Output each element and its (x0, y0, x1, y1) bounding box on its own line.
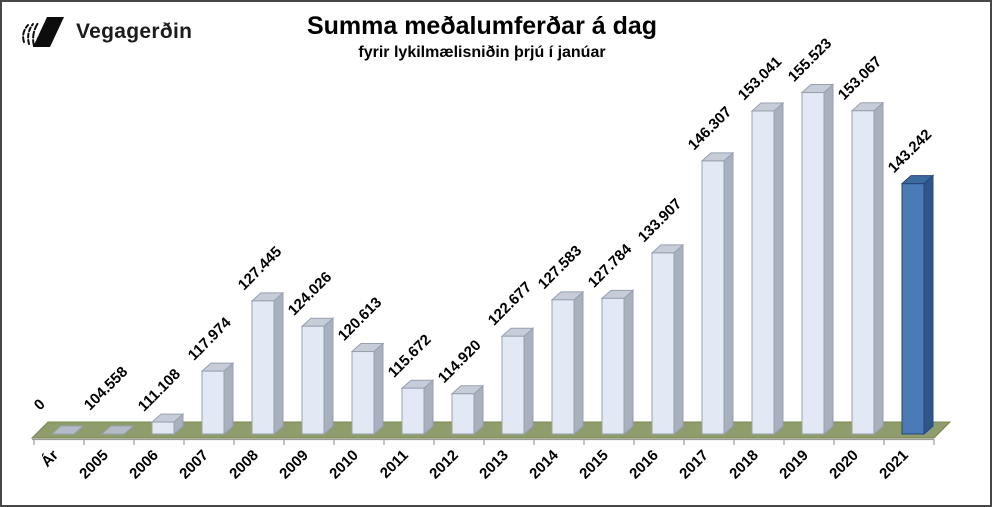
bar-side-2020 (873, 101, 884, 436)
bar-2007 (201, 370, 225, 435)
x-axis-label-2021: 2021 (876, 447, 912, 483)
vegagerdin-logo-text: Vegagerðin (76, 20, 193, 43)
x-axis-label-2020: 2020 (826, 447, 862, 483)
bar-2016 (651, 252, 675, 435)
bar-2018 (751, 110, 775, 435)
x-axis-label-2011: 2011 (377, 447, 412, 482)
bar-2006 (151, 421, 175, 435)
chart-subtitle: fyrir lykilmælisniðin þrjú í janúar (358, 43, 606, 61)
bar-value-label-2020: 153.067 (835, 53, 885, 103)
bar-side-2015 (623, 289, 634, 436)
x-axis-label-2013: 2013 (476, 447, 512, 483)
bar-flat-2005 (100, 425, 135, 435)
bar-value-label-2005: 104.558 (81, 363, 131, 413)
vegagerdin-logo-icon (22, 17, 64, 47)
x-axis-label-2018: 2018 (726, 447, 762, 483)
x-axis-label-2006: 2006 (126, 447, 162, 483)
bar-value-label-2015: 127.784 (585, 240, 636, 291)
bar-2014 (551, 299, 575, 435)
x-axis-label-2015: 2015 (576, 447, 612, 483)
bar-side-2011 (423, 379, 434, 436)
bar-side-2009 (323, 317, 334, 436)
bar-2011 (401, 387, 425, 435)
bar-2008 (251, 300, 275, 435)
bar-side-2010 (373, 342, 384, 436)
bar-side-2018 (773, 101, 784, 436)
bar-side-2021 (923, 174, 934, 436)
bar-value-label-2012: 114.920 (435, 337, 485, 387)
bar-value-label-2006: 111.108 (135, 366, 184, 415)
bar-flat-Ár (50, 425, 85, 435)
bar-side-2017 (723, 151, 734, 436)
x-axis-label-2007: 2007 (176, 447, 212, 483)
x-axis-label-2017: 2017 (676, 447, 712, 483)
x-axis-label-2019: 2019 (776, 447, 812, 483)
bar-value-label-2013: 122.677 (485, 279, 535, 329)
x-axis-label-2016: 2016 (626, 447, 662, 483)
bar-2010 (351, 351, 375, 435)
bar-value-label-2021: 143.242 (885, 126, 935, 176)
bar-value-label-2016: 133.907 (635, 195, 685, 245)
bar-2020 (851, 110, 875, 435)
bar-2012 (451, 393, 475, 435)
bar-value-label-Ár: 0 (31, 396, 49, 414)
bar-2021 (901, 183, 925, 435)
x-axis-label-2005: 2005 (76, 447, 112, 483)
chart-header: Summa meðalumferðar á dag fyrir lykilmæl… (132, 12, 832, 62)
bar-value-label-2010: 120.613 (335, 294, 385, 344)
bar-2013 (501, 335, 525, 435)
bar-value-label-2009: 124.026 (285, 269, 335, 319)
bar-value-label-2017: 146.307 (685, 103, 735, 153)
bar-value-label-2014: 127.583 (535, 242, 585, 292)
x-axis-label-2012: 2012 (426, 447, 462, 483)
chart-title: Summa meðalumferðar á dag (306, 12, 658, 40)
bar-side-2019 (823, 83, 834, 436)
x-axis-label-2009: 2009 (276, 447, 312, 483)
bar-value-label-2007: 117.974 (185, 314, 235, 364)
x-axis-label-2010: 2010 (326, 447, 362, 483)
vegagerdin-logo: Vegagerðin (20, 14, 192, 50)
bar-2015 (601, 297, 625, 435)
x-axis-label-2014: 2014 (526, 446, 562, 482)
x-axis-label-2008: 2008 (226, 447, 262, 483)
bar-2009 (301, 325, 325, 435)
bar-value-label-2011: 115.672 (385, 331, 435, 381)
bar-2017 (701, 160, 725, 435)
bar-side-2013 (523, 327, 534, 436)
bar-side-2014 (573, 290, 584, 436)
bar-value-label-2008: 127.445 (235, 243, 285, 293)
bar-side-2007 (223, 362, 234, 436)
bar-side-2008 (273, 291, 284, 436)
bar-2019 (801, 92, 825, 435)
bar-side-2016 (673, 243, 684, 436)
x-axis-label-Ár: Ár (38, 447, 62, 471)
